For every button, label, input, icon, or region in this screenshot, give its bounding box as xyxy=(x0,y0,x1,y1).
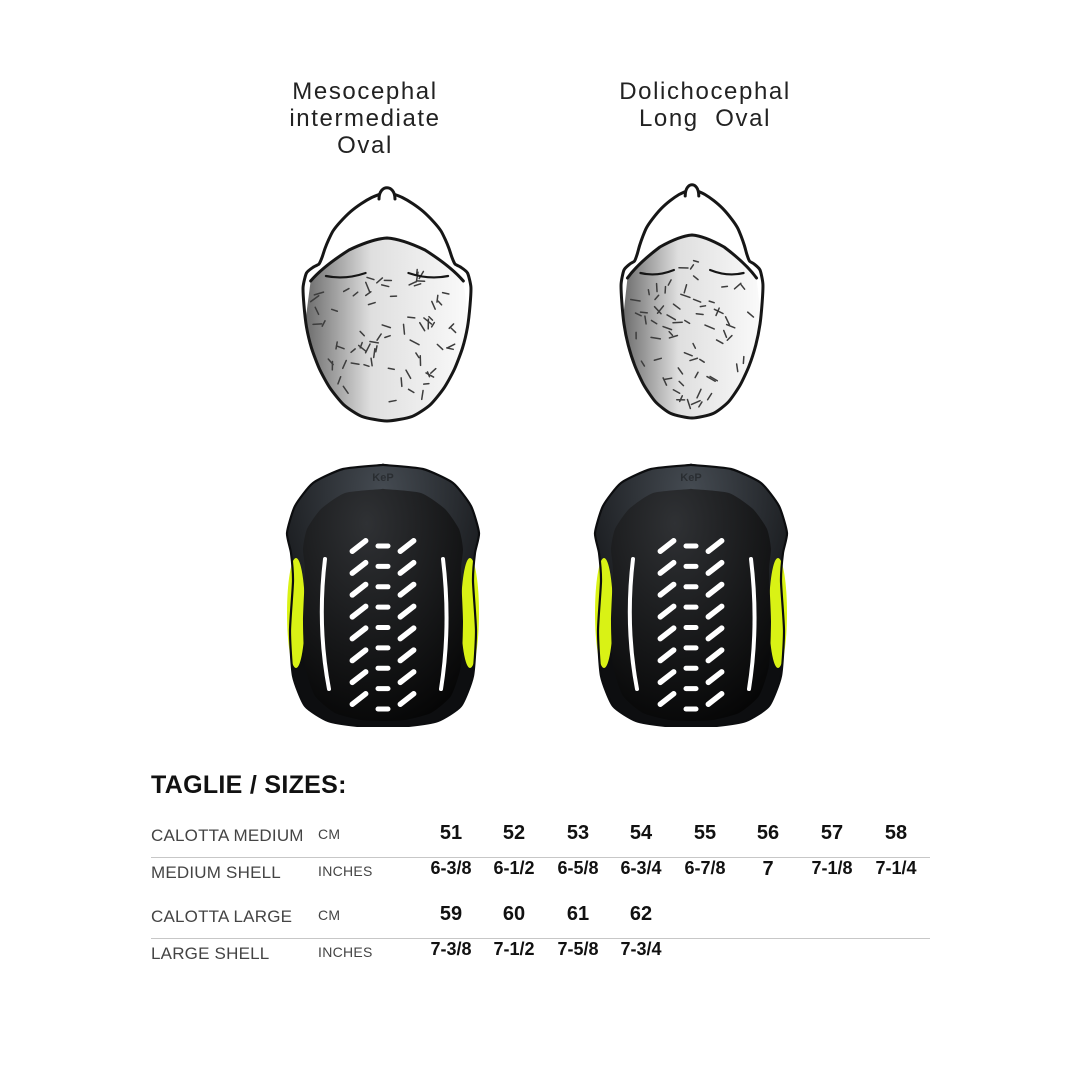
svg-text:KeP: KeP xyxy=(372,472,393,484)
svg-text:KeP: KeP xyxy=(680,472,701,484)
